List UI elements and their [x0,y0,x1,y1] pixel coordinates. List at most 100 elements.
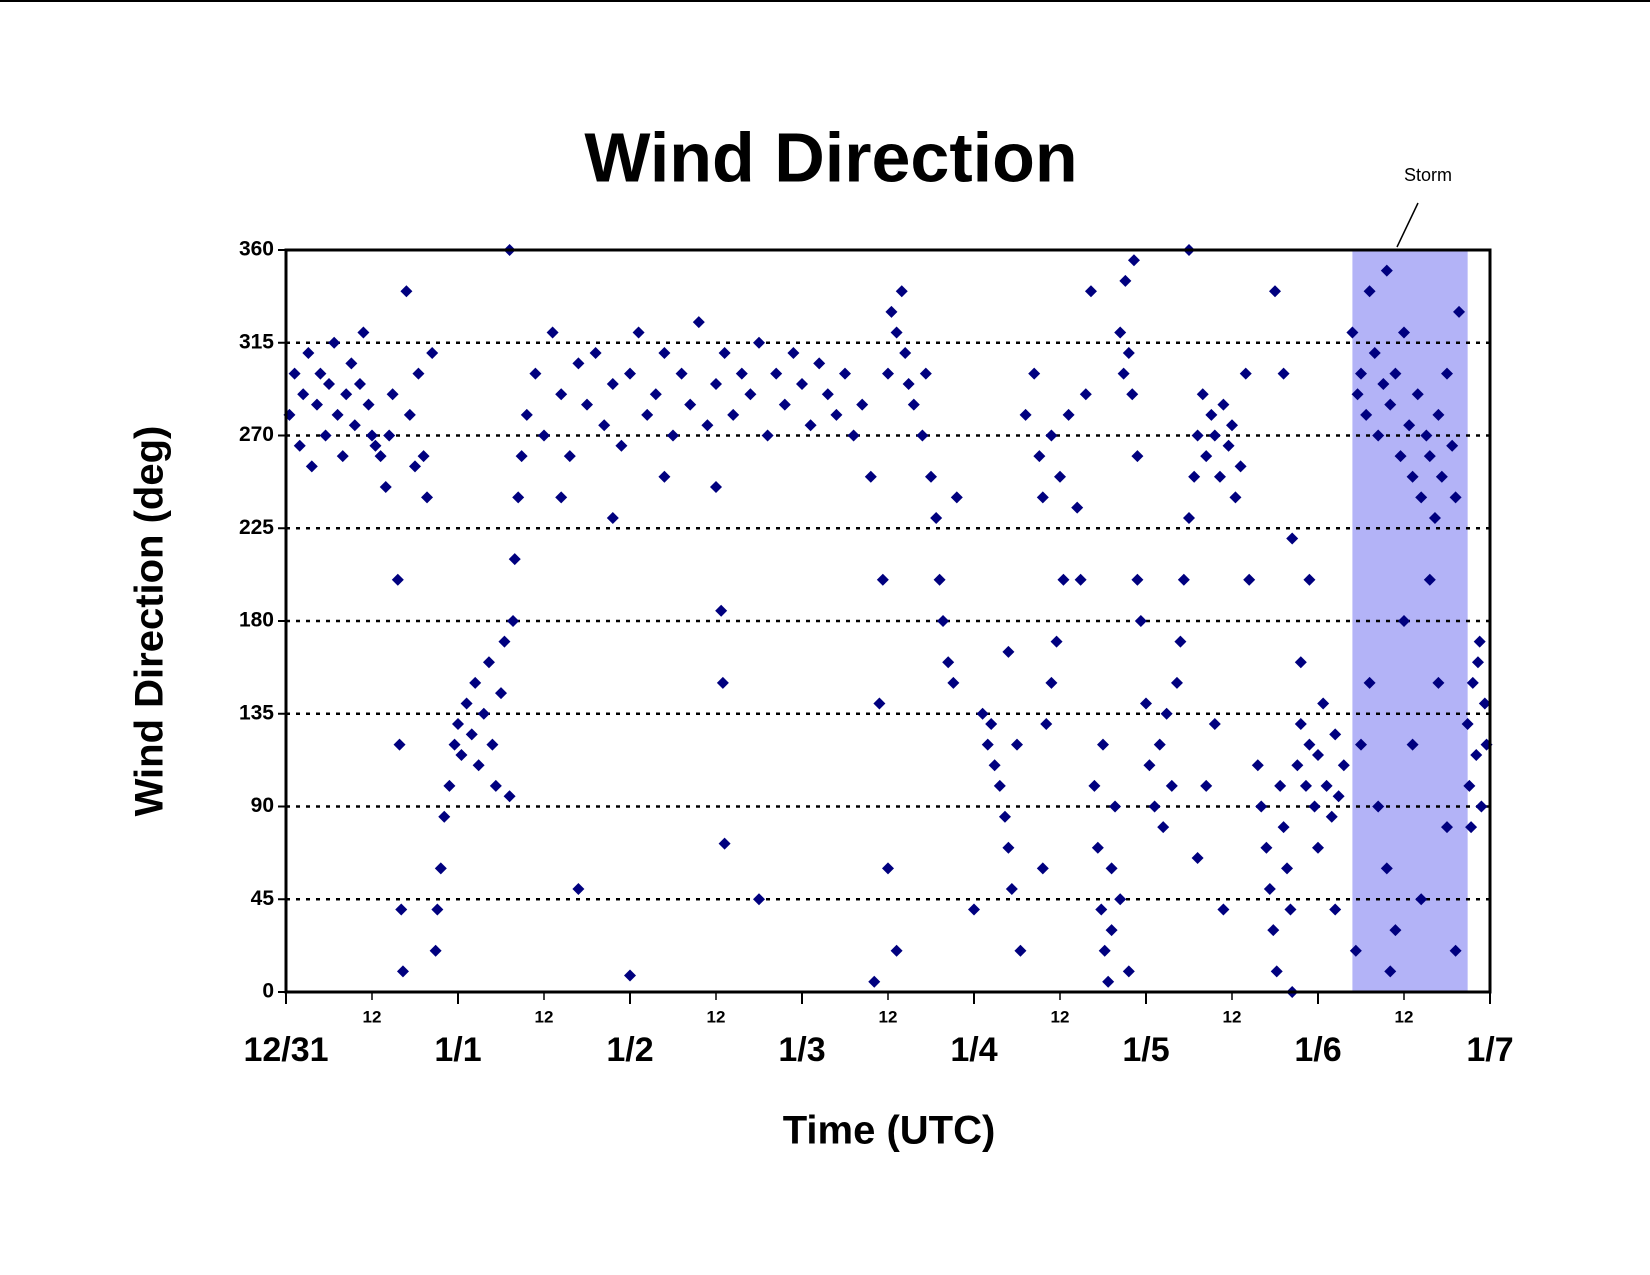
data-point [1213,470,1226,483]
data-point [1200,450,1213,463]
data-point [345,357,358,370]
data-point [1005,882,1018,895]
y-tick-label: 225 [239,516,274,539]
data-point [1243,573,1256,586]
data-point [1191,852,1204,865]
data-point [409,460,421,473]
data-point [1389,924,1402,937]
data-point [1033,450,1046,463]
data-point [1062,408,1075,421]
data-point [1368,347,1381,360]
data-point [632,326,645,339]
data-point [297,388,310,401]
data-point [1251,759,1264,772]
data-point [529,367,542,380]
data-point [482,656,495,669]
data-point [1095,903,1108,916]
data-point [1303,573,1316,586]
data-point [968,903,980,916]
data-point [930,511,943,524]
data-point [1398,615,1410,627]
data-point [1320,779,1333,792]
data-point [336,450,349,463]
x-tick-label: 1/5 [1122,1031,1169,1069]
data-point [498,635,511,648]
data-point [386,388,399,401]
data-point [1157,821,1170,834]
y-tick-label: 360 [239,238,274,261]
data-point [472,759,485,772]
data-point [448,738,461,751]
data-point [1478,697,1491,710]
data-point [1084,285,1097,298]
data-point [1140,697,1152,710]
data-point [649,388,662,401]
data-point [701,419,714,432]
data-point [503,790,516,803]
data-point [937,615,950,627]
x-minor-tick-label: 12 [879,1007,898,1026]
data-point [1239,367,1252,380]
data-point [1014,944,1027,957]
data-point [821,388,834,401]
x-minor-tick-label: 12 [1395,1007,1414,1026]
data-point [1415,491,1428,504]
data-point [981,738,994,751]
data-point [400,285,413,298]
data-point [412,367,425,380]
data-point [1461,718,1474,731]
data-point [976,707,989,720]
data-point [546,326,559,339]
data-point [563,450,576,463]
data-point [876,573,889,586]
data-point [1384,398,1397,411]
x-minor-tick-label: 12 [707,1007,726,1026]
data-point [1363,285,1376,298]
data-point [1465,821,1478,834]
data-point [293,439,306,452]
data-point [882,862,894,875]
data-point [379,481,392,494]
data-point [1337,759,1350,772]
data-point [1270,965,1283,978]
data-point [1286,532,1299,545]
x-axis-title: Time (UTC) [783,1109,996,1153]
data-point [1183,511,1195,524]
data-point [452,718,464,731]
data-point [1226,419,1238,432]
data-point [1470,748,1483,761]
data-point [1074,573,1087,586]
x-tick-label: 12/31 [243,1031,328,1069]
data-point [508,553,521,566]
data-point [998,810,1011,823]
data-point [1119,274,1132,287]
data-point [1420,429,1433,442]
data-point [985,718,998,731]
data-point [495,687,507,700]
data-point [589,347,602,360]
x-tick-label: 1/3 [778,1031,825,1069]
data-point [460,697,473,710]
data-point [753,336,765,349]
data-point [512,491,525,504]
data-point [572,357,585,370]
data-point [489,779,502,792]
data-point [1303,738,1316,751]
data-point [1463,779,1476,792]
data-point [1036,491,1049,504]
annotation-pointer [1396,202,1419,248]
data-point [396,965,409,978]
data-point [1131,573,1144,586]
data-point [1312,748,1324,761]
data-point [1222,439,1235,452]
data-point [1403,419,1416,432]
data-point [1122,347,1135,360]
data-point [581,398,593,411]
data-point [1377,377,1390,390]
data-point [1028,367,1041,380]
data-point [1277,367,1290,380]
data-point [1380,862,1393,875]
data-point [1188,470,1201,483]
data-point [1174,635,1187,648]
data-point [469,676,482,689]
